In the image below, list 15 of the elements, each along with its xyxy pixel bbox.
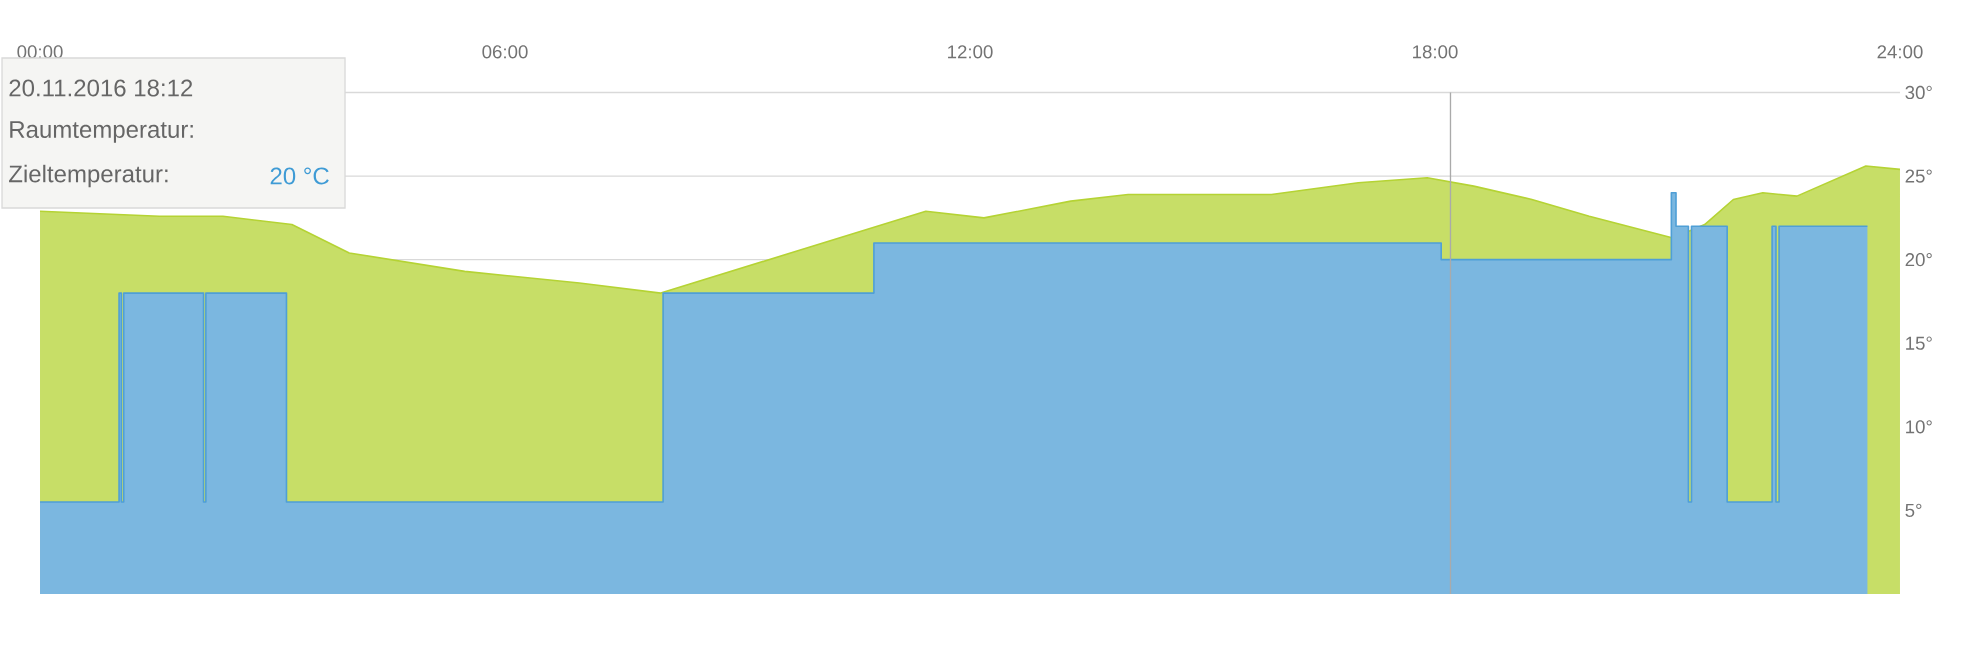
y-tick-label: 15° [1906, 336, 1932, 350]
x-tick-label: 18:00 [1413, 45, 1458, 59]
x-tick-label: 12:00 [948, 45, 993, 59]
annotation: Zieltemperatur: [9, 164, 168, 188]
y-tick-label: 25° [1905, 169, 1932, 183]
y-tick-label: 20° [1905, 253, 1932, 267]
annotation: 20 °C [270, 167, 329, 185]
x-tick-label: 00:00 [17, 45, 63, 59]
annotation: 20.11.2016 18:12 [9, 79, 193, 97]
annotation: Raumtemperatur: [10, 121, 193, 143]
x-tick-label: 06:00 [482, 45, 528, 59]
y-tick-label: 30° [1905, 85, 1932, 100]
x-tick-label: 24:00 [1877, 45, 1923, 59]
y-tick-label: 5° [1905, 503, 1922, 518]
y-tick-label: 10° [1906, 420, 1932, 434]
